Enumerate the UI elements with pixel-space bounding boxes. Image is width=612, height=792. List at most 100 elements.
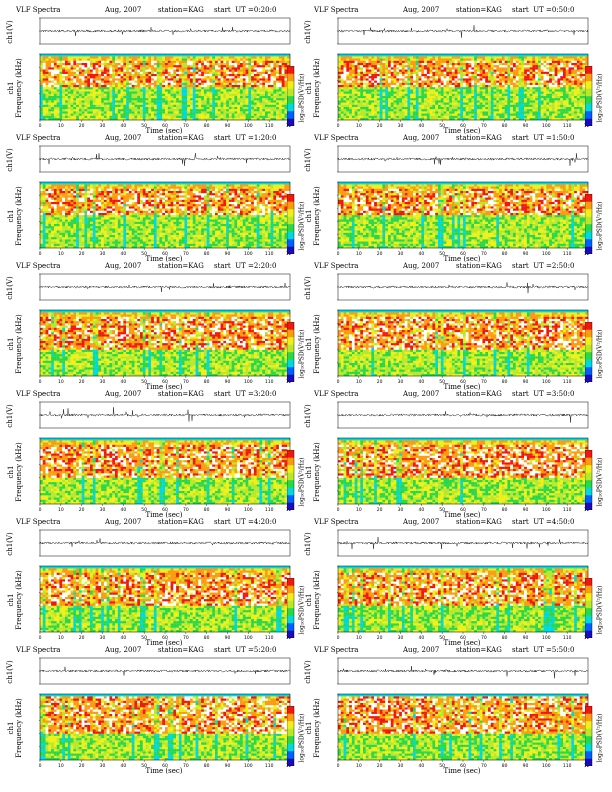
colorbar-swatch xyxy=(585,502,592,510)
start-prefix: start xyxy=(214,6,231,14)
panel-start: start UT =0:50:0 xyxy=(512,6,574,14)
x-tick-label: 90 xyxy=(225,635,231,640)
colorbar-swatch xyxy=(585,352,592,360)
colorbar-swatch xyxy=(287,450,294,458)
panel-station: station=KAG xyxy=(158,6,204,14)
x-axis-label: Time (sec) xyxy=(337,127,587,135)
x-tick-label: 90 xyxy=(225,763,231,768)
panel-date: Aug, 2007 xyxy=(403,518,439,526)
colorbar-swatch xyxy=(287,352,294,360)
colorbar-swatch xyxy=(585,578,592,586)
x-tick-label: 80 xyxy=(204,763,210,768)
colorbar-swatch xyxy=(287,608,294,616)
colorbar-swatch xyxy=(287,209,294,217)
x-tick-label: 110 xyxy=(563,507,572,512)
x-tick-label: 10 xyxy=(356,763,362,768)
waveform-plot xyxy=(39,17,291,45)
x-axis-label: Time (sec) xyxy=(39,639,289,647)
panel-start: start UT =5:50:0 xyxy=(512,646,574,654)
colorbar-frame xyxy=(585,322,593,382)
waveform-ylabel: ch1(V) xyxy=(4,147,16,173)
x-tick-label: 10 xyxy=(58,251,64,256)
colorbar-swatch xyxy=(585,216,592,225)
spectrogram-cells xyxy=(40,182,291,249)
x-tick-label: 110 xyxy=(563,763,572,768)
x-tick-label: 60 xyxy=(460,251,466,256)
x-tick-label: 40 xyxy=(120,507,126,512)
colorbar-swatch xyxy=(287,457,294,466)
panel-header: VLF Spectra Aug, 2007 station=KAG start … xyxy=(4,646,276,656)
x-tick-label: 0 xyxy=(39,251,42,256)
spectrogram-ylabel-top: ch1 xyxy=(7,210,15,223)
x-tick-label: 20 xyxy=(377,123,383,128)
x-tick-label: 80 xyxy=(204,635,210,640)
x-tick-label: 60 xyxy=(162,379,168,384)
start-prefix: start xyxy=(214,134,231,142)
colorbar-swatch xyxy=(287,329,294,338)
x-tick-label: 70 xyxy=(481,635,487,640)
x-tick-label: 100 xyxy=(542,123,551,128)
colorbar-swatch xyxy=(287,66,294,74)
colorbar-swatch xyxy=(585,73,592,82)
x-tick-label: 60 xyxy=(460,379,466,384)
x-tick-label: 110 xyxy=(265,379,274,384)
colorbar-swatch xyxy=(287,706,294,714)
panel-station: station=KAG xyxy=(456,6,502,14)
colorbar-swatch xyxy=(585,480,592,488)
spectrogram-cells xyxy=(338,694,589,761)
panel-title: VLF Spectra xyxy=(314,262,358,270)
x-tick-label: 80 xyxy=(502,635,508,640)
x-tick-label: 30 xyxy=(398,251,404,256)
spectrogram-panel-right-6: VLF Spectra Aug, 2007 station=KAG start … xyxy=(302,646,604,775)
x-tick-label: 60 xyxy=(460,507,466,512)
panel-title: VLF Spectra xyxy=(16,390,60,398)
x-tick-label: 60 xyxy=(460,123,466,128)
colorbar-swatch xyxy=(287,201,294,210)
spectrogram-panel-left-1: VLF Spectra Aug, 2007 station=KAG start … xyxy=(4,6,306,135)
waveform-ylabel-text: ch1(V) xyxy=(6,404,14,427)
waveform-ylabel: ch1(V) xyxy=(302,147,314,173)
x-tick-label: 10 xyxy=(58,379,64,384)
spectrogram-ylabel-text: Frequency (kHz) xyxy=(15,442,23,502)
x-tick-label: 0 xyxy=(337,251,340,256)
waveform-trace xyxy=(337,282,589,294)
x-tick-label: 0 xyxy=(39,507,42,512)
x-tick-label: 70 xyxy=(481,123,487,128)
x-tick-label: 10 xyxy=(356,379,362,384)
x-tick-label: 50 xyxy=(439,251,445,256)
colorbar-swatch xyxy=(287,337,294,345)
panel-station: station=KAG xyxy=(158,262,204,270)
x-tick-label: 60 xyxy=(162,123,168,128)
panel-title: VLF Spectra xyxy=(16,518,60,526)
spectrogram-cells xyxy=(338,182,589,249)
x-tick-label: 110 xyxy=(265,635,274,640)
spectrogram-ylabel-text: Frequency (kHz) xyxy=(15,314,23,374)
colorbar-label-text: log₁₀PSD(V²/Hz) xyxy=(597,74,604,123)
colorbar-swatch xyxy=(287,578,294,586)
x-tick-label: 0 xyxy=(337,635,340,640)
colorbar-swatch xyxy=(287,118,294,126)
colorbar-swatch xyxy=(287,758,294,766)
panel-date: Aug, 2007 xyxy=(105,518,141,526)
waveform-plot xyxy=(337,401,589,429)
spectrogram-plot: 02468100102030405060708090100110120 xyxy=(337,309,589,384)
colorbar-swatch xyxy=(585,359,592,368)
colorbar-label-text: log₁₀PSD(V²/Hz) xyxy=(597,202,604,251)
colorbar-swatch xyxy=(585,81,592,89)
waveform-plot xyxy=(39,145,291,173)
x-tick-label: 80 xyxy=(502,251,508,256)
colorbar-swatch xyxy=(585,329,592,338)
x-tick-label: 30 xyxy=(398,379,404,384)
spectrogram-ylabel-text: Frequency (kHz) xyxy=(313,186,321,246)
colorbar-swatch xyxy=(287,615,294,624)
x-tick-label: 80 xyxy=(502,763,508,768)
x-tick-label: 30 xyxy=(398,763,404,768)
waveform-plot xyxy=(337,273,589,301)
colorbar-swatch xyxy=(585,758,592,766)
spectrogram-ylabel-top: ch1 xyxy=(305,338,313,351)
spectrogram-panel-left-3: VLF Spectra Aug, 2007 station=KAG start … xyxy=(4,262,306,391)
waveform-trace xyxy=(337,153,589,166)
waveform-plot xyxy=(337,657,589,685)
x-tick-label: 20 xyxy=(377,635,383,640)
